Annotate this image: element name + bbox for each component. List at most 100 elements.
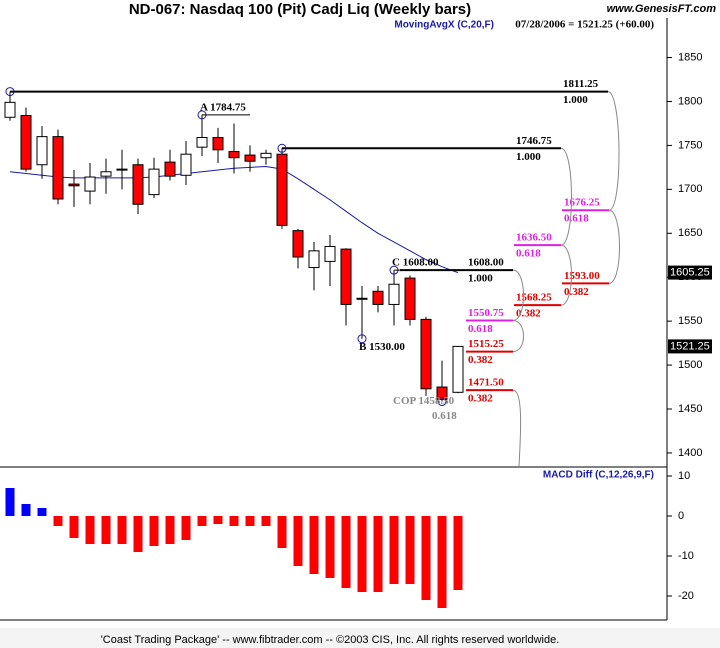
candle-body xyxy=(20,115,32,170)
bar xyxy=(389,516,399,584)
fib-level-label: 1636.50 xyxy=(516,232,552,244)
candle-body xyxy=(324,245,336,262)
y-tick-label: 1650 xyxy=(678,227,702,239)
candle-body xyxy=(196,136,208,148)
bar xyxy=(437,516,447,608)
fib-bracket xyxy=(560,244,572,306)
fib-level-label: 1593.00 xyxy=(564,270,600,282)
candle-body xyxy=(244,154,256,162)
fib-level-label: 1746.75 xyxy=(516,135,552,147)
fib-bracket xyxy=(607,91,620,211)
pivot-marker xyxy=(357,334,367,344)
pivot-ratio: 0.618 xyxy=(432,410,457,422)
y-tick-label: -10 xyxy=(678,550,694,562)
candle-body xyxy=(356,297,368,300)
candle-body xyxy=(148,168,160,196)
candle-body xyxy=(212,136,224,151)
bar xyxy=(149,516,159,546)
bar xyxy=(197,516,207,526)
y-tick-label: 1800 xyxy=(678,95,702,107)
pivot-label: COP 1458.50 xyxy=(393,395,455,407)
bar xyxy=(357,516,367,592)
y-tick-label: 1700 xyxy=(678,183,702,195)
candle-body xyxy=(276,153,288,226)
candle-body xyxy=(260,152,272,159)
bar xyxy=(245,516,255,526)
candle-body xyxy=(436,386,448,400)
footer: 'Coast Trading Package' -- www.fibtrader… xyxy=(101,634,560,646)
bar xyxy=(309,516,319,574)
fib-ratio: 0.382 xyxy=(564,286,589,298)
candle-body xyxy=(4,101,16,118)
candle-body xyxy=(420,318,432,390)
bar xyxy=(181,516,191,540)
pivot-marker xyxy=(437,397,447,407)
y-tick-label: -20 xyxy=(678,590,694,602)
fib-level-label: 1811.25 xyxy=(563,78,599,90)
bar xyxy=(293,516,303,566)
fib-bracket xyxy=(512,389,522,467)
candle-body xyxy=(308,250,320,269)
fib-ratio: 1.000 xyxy=(468,273,493,285)
fib-bracket xyxy=(608,209,620,284)
y-tick-label: 1550 xyxy=(678,315,702,327)
pivot-label: C 1608.00 xyxy=(392,257,439,269)
site-label: www.GenesisFT.com xyxy=(607,3,717,15)
fib-ratio: 0.618 xyxy=(564,213,589,225)
fib-ratio: 0.618 xyxy=(468,323,493,335)
fib-level-label: 1471.50 xyxy=(468,377,504,389)
last-price: 07/28/2006 = 1521.25 (+60.00) xyxy=(515,19,654,31)
bar xyxy=(101,516,111,544)
y-tick-label: 1500 xyxy=(678,359,702,371)
bar xyxy=(325,516,335,578)
fib-ratio: 0.382 xyxy=(516,308,541,320)
bar xyxy=(165,516,175,544)
candle-body xyxy=(52,136,64,200)
candle-body xyxy=(180,153,192,176)
bar xyxy=(5,488,15,516)
fib-level-label: 1550.75 xyxy=(468,307,504,319)
bar xyxy=(133,516,143,552)
legend-entry: MovingAvgX (C,20,F) xyxy=(394,20,494,31)
price-flag xyxy=(668,339,712,354)
pivot-label: B 1530.00 xyxy=(359,341,405,353)
bar xyxy=(453,516,463,590)
y-tick-label: 1750 xyxy=(678,139,702,151)
fib-bracket xyxy=(512,319,524,353)
candle-body xyxy=(36,136,48,166)
bar xyxy=(261,516,271,526)
fib-ratio: 0.618 xyxy=(516,248,541,260)
pivot-marker xyxy=(277,143,287,153)
panel-title: MACD Diff (C,12,26,9,F) xyxy=(543,470,654,481)
y-tick-label: 1450 xyxy=(678,403,702,415)
candle-body xyxy=(228,151,240,159)
candle-body xyxy=(100,171,112,177)
fib-ratio: 1.000 xyxy=(563,94,588,106)
fib-level-label: 1676.25 xyxy=(564,197,600,209)
bar xyxy=(213,516,223,524)
bar xyxy=(53,516,63,526)
candle-body xyxy=(340,248,352,305)
bar xyxy=(373,516,383,592)
candle-body xyxy=(116,168,128,171)
fib-ratio: 0.382 xyxy=(468,354,493,366)
fib-level-label: 1568.25 xyxy=(516,292,552,304)
chart-title: ND-067: Nasdaq 100 (Pit) Cadj Liq (Weekl… xyxy=(129,1,471,18)
price-flag-label: 1605.25 xyxy=(670,267,710,279)
fib-bracket xyxy=(512,269,524,321)
fib-ratio: 0.382 xyxy=(468,393,493,405)
candle-body xyxy=(452,345,464,393)
bar xyxy=(21,504,31,516)
candle-body xyxy=(372,290,384,305)
bar xyxy=(341,516,351,588)
pivot-marker xyxy=(5,87,15,97)
y-tick-label: 1850 xyxy=(678,51,702,63)
candle-body xyxy=(164,161,176,177)
candle-body xyxy=(68,183,80,187)
bar xyxy=(405,516,415,584)
fib-level-label: 1608.00 xyxy=(468,257,504,269)
bar xyxy=(69,516,79,538)
fib-ratio: 1.000 xyxy=(516,151,541,163)
bar xyxy=(85,516,95,544)
